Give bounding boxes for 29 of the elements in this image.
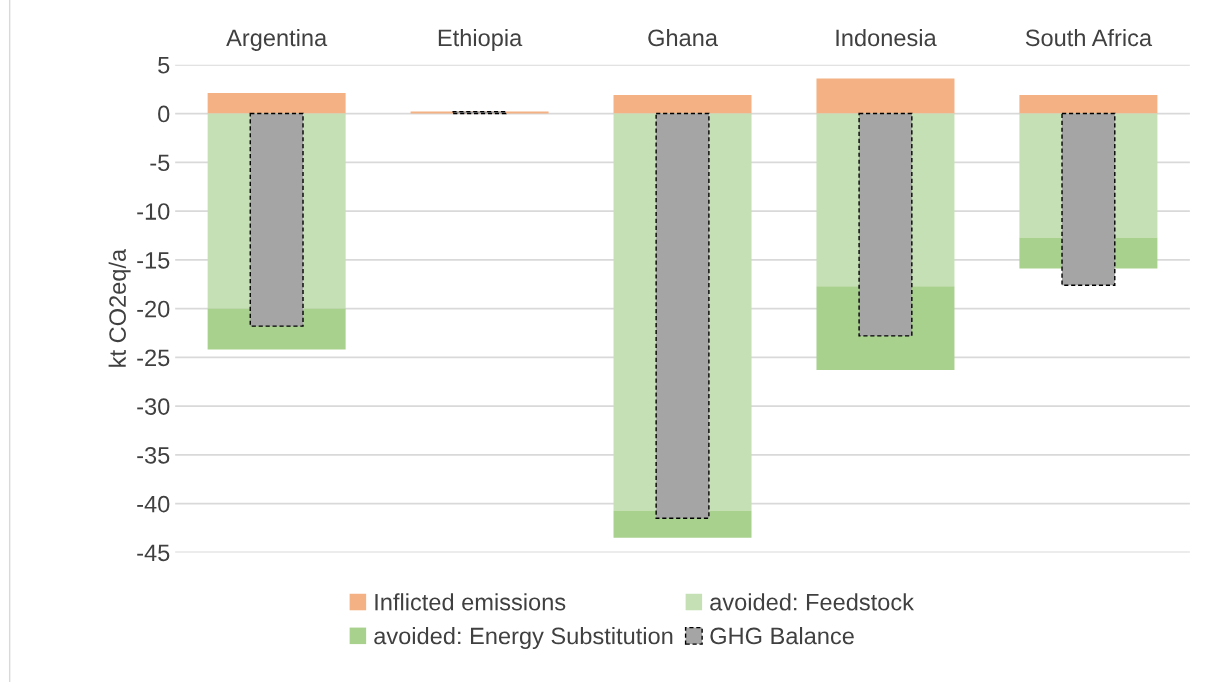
legend-label: GHG Balance — [710, 626, 854, 645]
bar — [207, 93, 346, 114]
y-tick-label: 5 — [158, 57, 170, 74]
y-tick-label: -5 — [150, 154, 170, 172]
bar — [249, 112, 304, 327]
bar — [816, 78, 955, 114]
y-tick-label: -10 — [137, 203, 170, 220]
y-axis-title: kt CO2eq/a — [108, 248, 131, 367]
legend-label: avoided: Energy Substitution — [374, 626, 673, 649]
bar — [1061, 112, 1116, 286]
bar — [613, 95, 752, 114]
y-tick-label: -45 — [137, 544, 170, 562]
x-tick-label: Ethiopia — [438, 28, 523, 51]
y-tick-label: -30 — [137, 398, 170, 415]
x-tick-label: Argentina — [226, 28, 328, 51]
x-tick-label: Indonesia — [836, 28, 937, 47]
bar — [858, 112, 913, 337]
legend-label: avoided: Feedstock — [710, 593, 914, 611]
y-tick-label: -40 — [137, 495, 170, 513]
y-tick-label: -35 — [137, 446, 170, 464]
bar — [1019, 95, 1158, 114]
legend-label: Inflicted emissions — [375, 593, 566, 611]
x-tick-label: Ghana — [648, 28, 718, 47]
y-tick-label: 0 — [158, 105, 170, 123]
y-tick-label: -15 — [137, 252, 170, 269]
y-tick-label: -25 — [137, 349, 170, 367]
y-tick-label: -20 — [137, 300, 170, 318]
bar — [655, 112, 710, 519]
x-tick-label: South Africa — [1025, 28, 1153, 47]
